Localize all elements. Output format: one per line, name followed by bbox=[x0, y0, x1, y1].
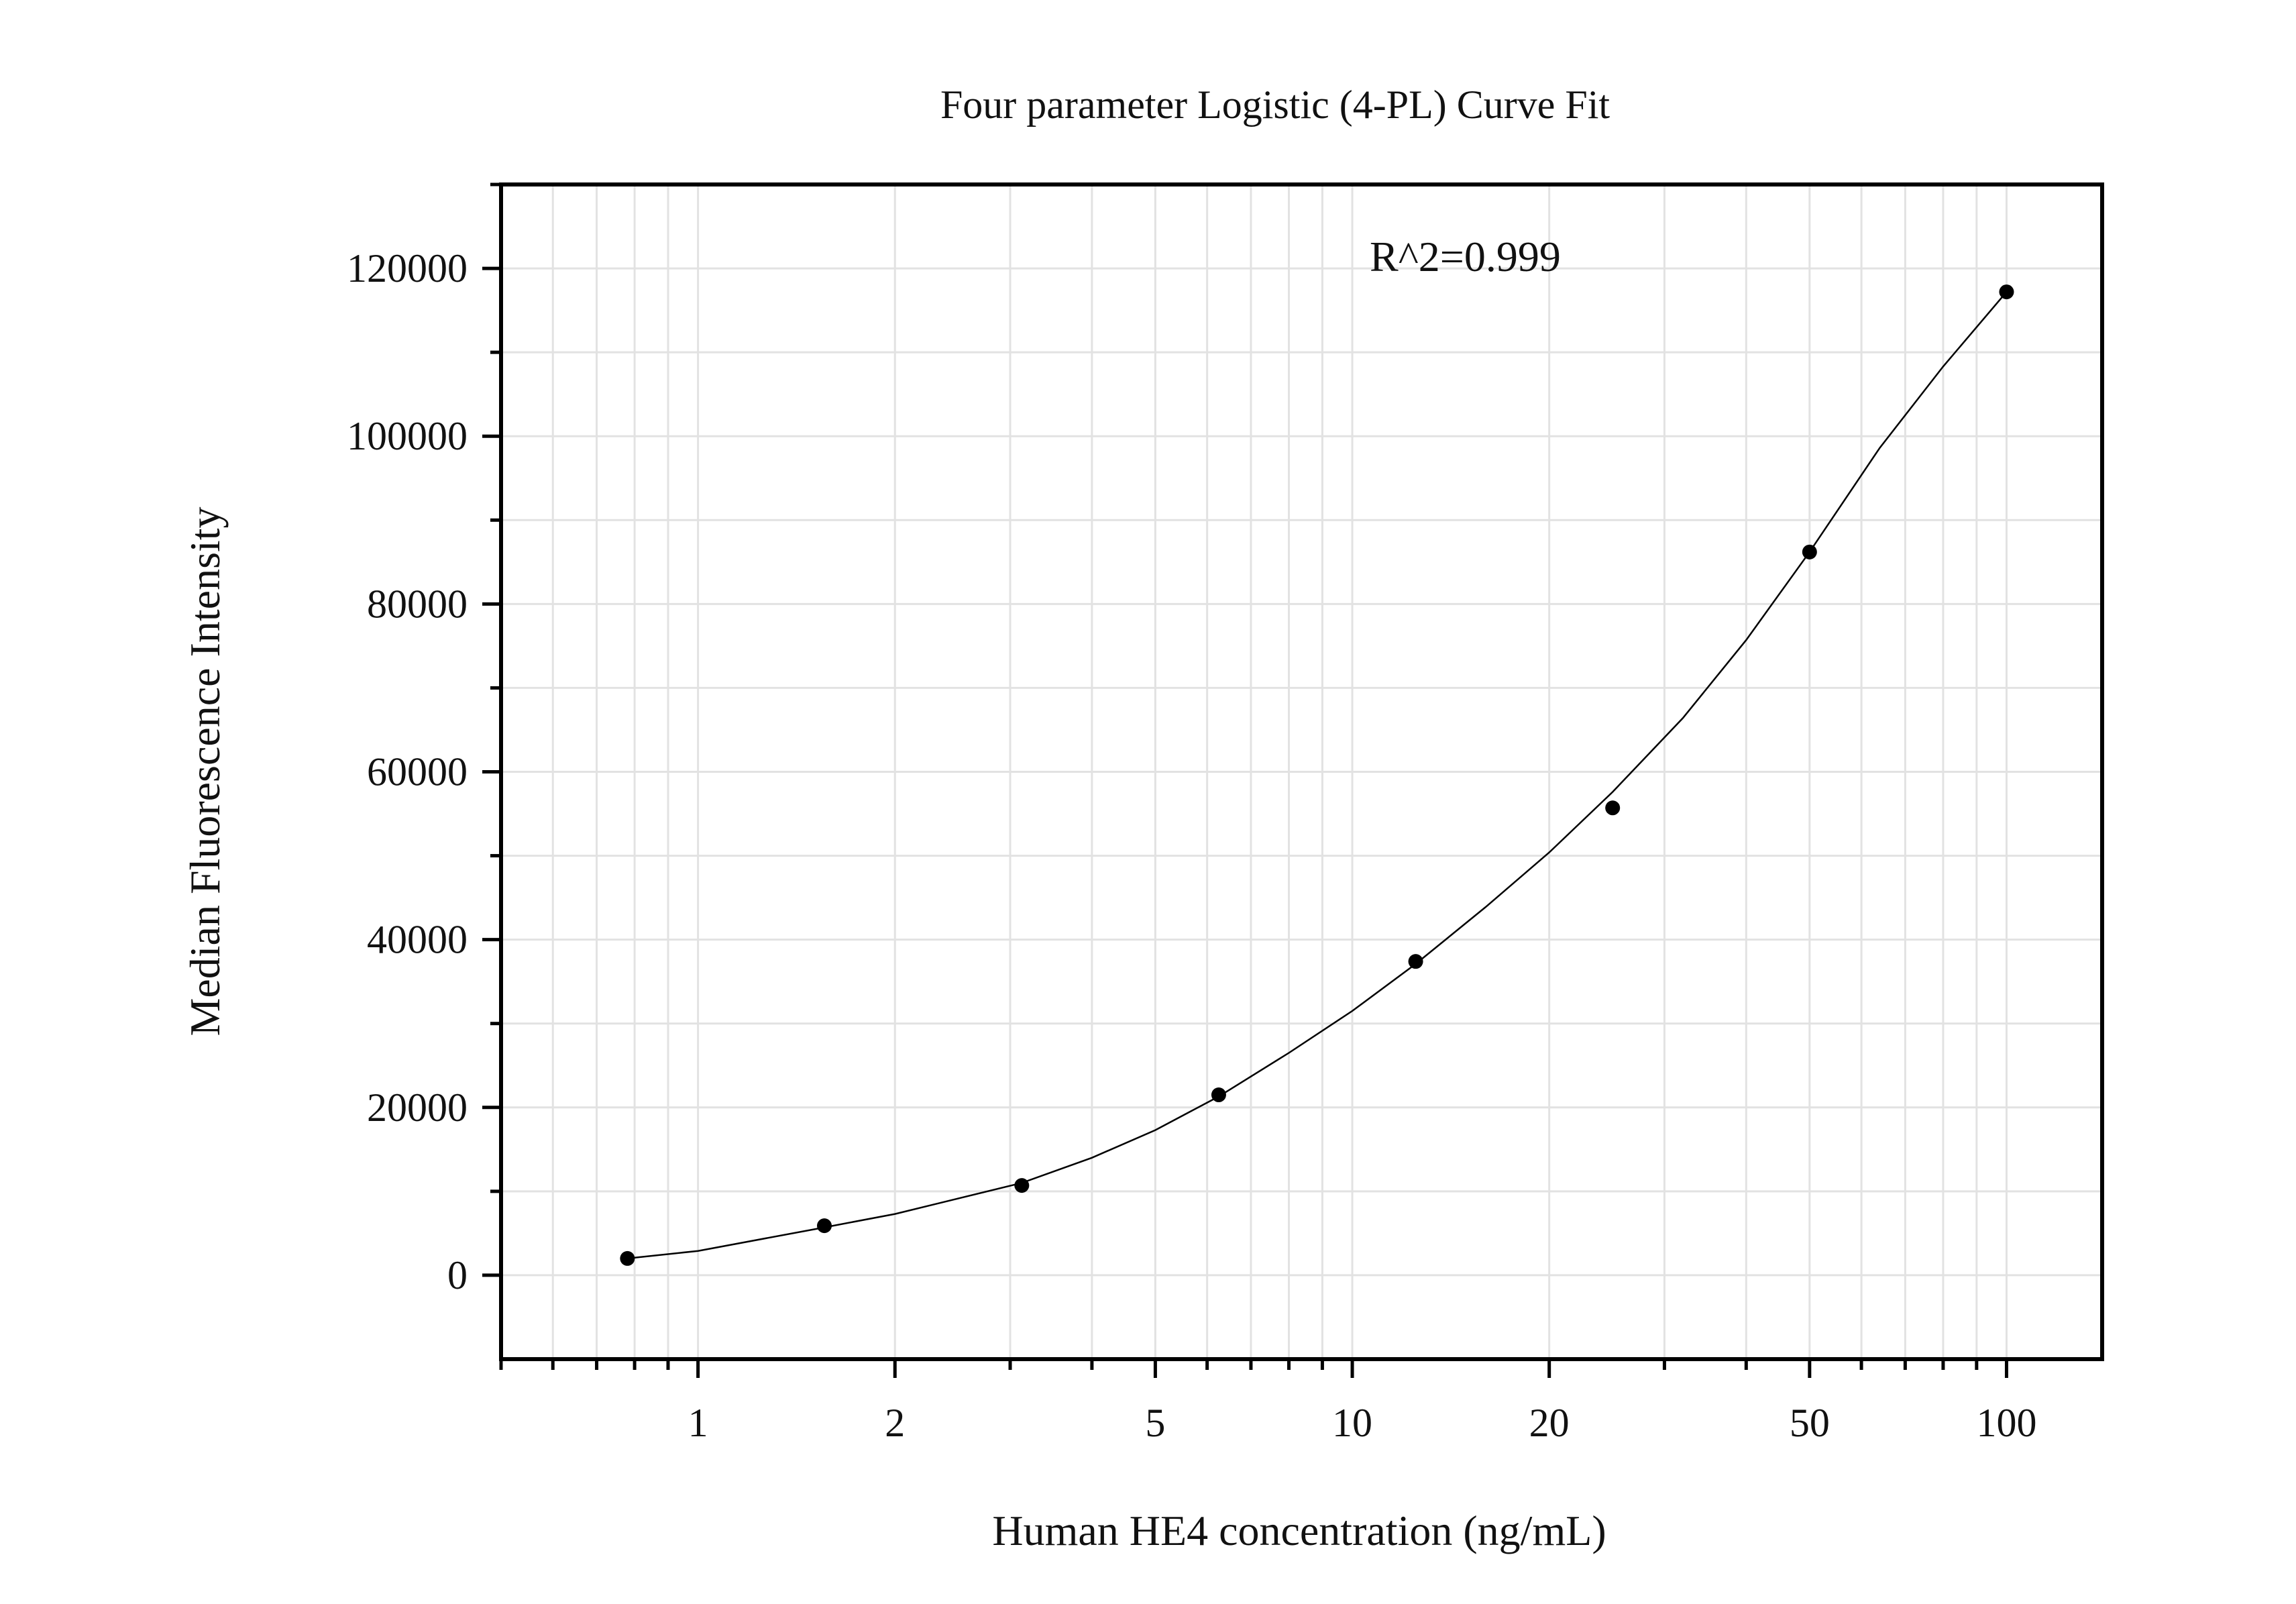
y-axis-label: Median Fluorescence Intensity bbox=[181, 506, 229, 1036]
data-points bbox=[620, 284, 2014, 1266]
r-squared-annotation: R^2=0.999 bbox=[1370, 233, 1561, 280]
x-tick-label: 50 bbox=[1790, 1401, 1830, 1445]
tick-labels: 1 2 5 10 20 50 100 0 20000 40000 60000 80000 100000 1… bbox=[347, 246, 2036, 1445]
data-point bbox=[1408, 954, 1423, 969]
y-tick-label: 0 bbox=[447, 1253, 468, 1297]
data-point bbox=[1999, 284, 2014, 300]
x-tick-label: 1 bbox=[688, 1401, 708, 1445]
axis-ticks bbox=[482, 182, 2008, 1378]
grid bbox=[500, 183, 2102, 1359]
fit-curve-line bbox=[627, 291, 2008, 1260]
chart-title: Four parameter Logistic (4-PL) Curve Fit bbox=[940, 83, 1610, 127]
y-tick-label: 20000 bbox=[367, 1085, 468, 1130]
x-tick-label: 20 bbox=[1529, 1401, 1570, 1445]
data-point bbox=[1014, 1178, 1030, 1193]
data-point bbox=[620, 1250, 635, 1266]
data-point bbox=[1605, 800, 1621, 816]
y-tick-label: 40000 bbox=[367, 918, 468, 962]
y-tick-label: 100000 bbox=[347, 414, 468, 458]
data-point bbox=[1211, 1087, 1226, 1103]
data-point bbox=[817, 1218, 832, 1234]
y-tick-label: 60000 bbox=[367, 750, 468, 794]
x-tick-label: 10 bbox=[1332, 1401, 1372, 1445]
x-axis-label: Human HE4 concentration (ng/mL) bbox=[992, 1507, 1606, 1554]
x-tick-label: 100 bbox=[1976, 1401, 2036, 1445]
y-tick-label: 80000 bbox=[367, 582, 468, 626]
data-point bbox=[1802, 544, 1817, 559]
x-tick-label: 2 bbox=[885, 1401, 905, 1445]
y-tick-label: 120000 bbox=[347, 246, 468, 290]
x-tick-label: 5 bbox=[1145, 1401, 1165, 1445]
